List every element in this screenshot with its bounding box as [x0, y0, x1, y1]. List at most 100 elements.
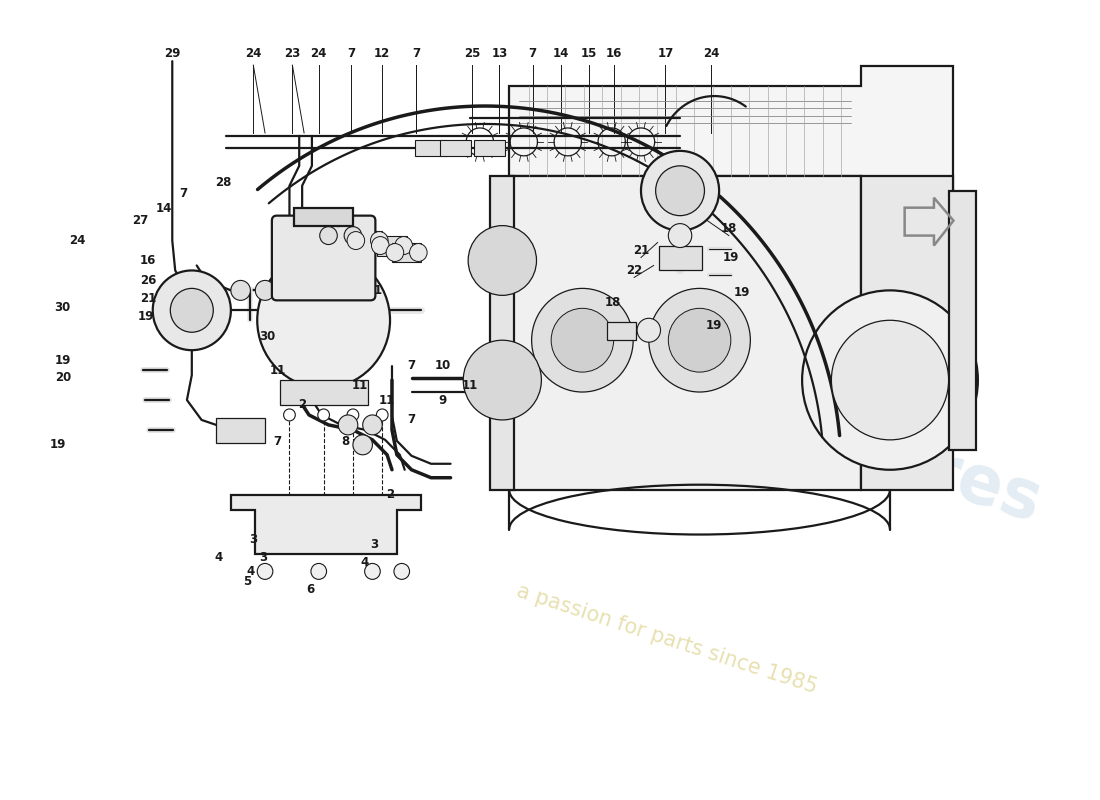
Circle shape: [637, 318, 660, 342]
Polygon shape: [231, 494, 421, 554]
Text: 7: 7: [407, 414, 416, 426]
Text: 22: 22: [626, 264, 642, 277]
Text: 8: 8: [341, 435, 349, 448]
Text: 2: 2: [386, 488, 394, 501]
Text: 24: 24: [310, 46, 327, 60]
Text: 9: 9: [439, 394, 447, 406]
Text: 15: 15: [581, 46, 597, 60]
Text: 3: 3: [258, 551, 267, 564]
Text: 6: 6: [306, 583, 315, 596]
Polygon shape: [509, 176, 860, 490]
Text: 14: 14: [552, 46, 569, 60]
Circle shape: [348, 231, 364, 250]
Bar: [490, 176, 514, 490]
Text: 24: 24: [69, 234, 86, 247]
Circle shape: [669, 224, 692, 247]
Bar: [607, 322, 636, 340]
Bar: [392, 242, 421, 262]
FancyBboxPatch shape: [272, 216, 375, 300]
Bar: [279, 380, 367, 405]
Text: 11: 11: [379, 394, 395, 406]
Circle shape: [311, 563, 327, 579]
Text: 10: 10: [434, 358, 451, 372]
Bar: [948, 190, 976, 450]
Circle shape: [284, 409, 295, 421]
Text: 16: 16: [605, 46, 621, 60]
Text: 19: 19: [138, 310, 154, 322]
Circle shape: [649, 288, 750, 392]
Bar: [416, 140, 447, 156]
Circle shape: [371, 231, 388, 250]
Text: 7: 7: [412, 46, 420, 60]
Circle shape: [376, 409, 388, 421]
Circle shape: [170, 288, 213, 332]
Text: 4: 4: [361, 556, 368, 569]
Text: 3: 3: [371, 538, 378, 551]
Circle shape: [551, 308, 614, 372]
Text: 28: 28: [214, 176, 231, 190]
Circle shape: [463, 340, 541, 420]
Text: 19: 19: [50, 438, 66, 451]
Text: 5: 5: [243, 575, 252, 588]
Text: 19: 19: [706, 318, 723, 332]
Bar: [295, 208, 353, 226]
Polygon shape: [509, 66, 954, 190]
Circle shape: [832, 320, 948, 440]
Circle shape: [255, 281, 275, 300]
Text: 19: 19: [734, 286, 750, 299]
Circle shape: [330, 209, 348, 226]
Circle shape: [469, 226, 537, 295]
Circle shape: [641, 151, 719, 230]
Text: 11: 11: [462, 378, 478, 391]
Bar: [377, 235, 407, 255]
Text: 18: 18: [720, 222, 737, 235]
Circle shape: [320, 226, 338, 245]
Text: 19: 19: [55, 354, 72, 366]
Bar: [440, 140, 471, 156]
Circle shape: [395, 237, 412, 254]
Text: 14: 14: [155, 202, 172, 215]
Text: 12: 12: [374, 46, 390, 60]
Text: 21: 21: [632, 244, 649, 257]
Circle shape: [531, 288, 634, 392]
Circle shape: [153, 270, 231, 350]
Text: 18: 18: [605, 296, 620, 309]
Text: 24: 24: [703, 46, 719, 60]
Circle shape: [394, 563, 409, 579]
Circle shape: [353, 435, 373, 455]
Circle shape: [372, 237, 389, 254]
Text: eurospares: eurospares: [628, 343, 1049, 536]
Text: 17: 17: [658, 46, 673, 60]
Text: 11: 11: [270, 364, 286, 377]
Text: 16: 16: [140, 254, 156, 267]
Circle shape: [318, 409, 330, 421]
Text: 23: 23: [284, 46, 300, 60]
Polygon shape: [860, 176, 954, 490]
Text: 7: 7: [346, 46, 355, 60]
Text: 7: 7: [528, 46, 537, 60]
Text: 3: 3: [250, 533, 257, 546]
Text: 30: 30: [54, 301, 70, 314]
Circle shape: [656, 166, 704, 216]
Bar: [474, 140, 505, 156]
Circle shape: [364, 563, 381, 579]
Text: 4: 4: [214, 551, 222, 564]
Text: 24: 24: [245, 46, 262, 60]
Text: 7: 7: [179, 187, 187, 200]
Text: 13: 13: [492, 46, 507, 60]
Text: 20: 20: [55, 370, 72, 383]
Circle shape: [802, 290, 978, 470]
Circle shape: [409, 243, 427, 262]
Text: 25: 25: [464, 46, 481, 60]
Text: 26: 26: [140, 274, 156, 287]
Circle shape: [386, 243, 404, 262]
Text: 7: 7: [274, 435, 282, 448]
Text: 7: 7: [407, 358, 416, 372]
Circle shape: [669, 308, 730, 372]
Circle shape: [257, 253, 390, 388]
Circle shape: [339, 415, 358, 435]
Circle shape: [231, 281, 251, 300]
Circle shape: [257, 563, 273, 579]
Circle shape: [348, 409, 359, 421]
Text: 21: 21: [140, 292, 156, 305]
